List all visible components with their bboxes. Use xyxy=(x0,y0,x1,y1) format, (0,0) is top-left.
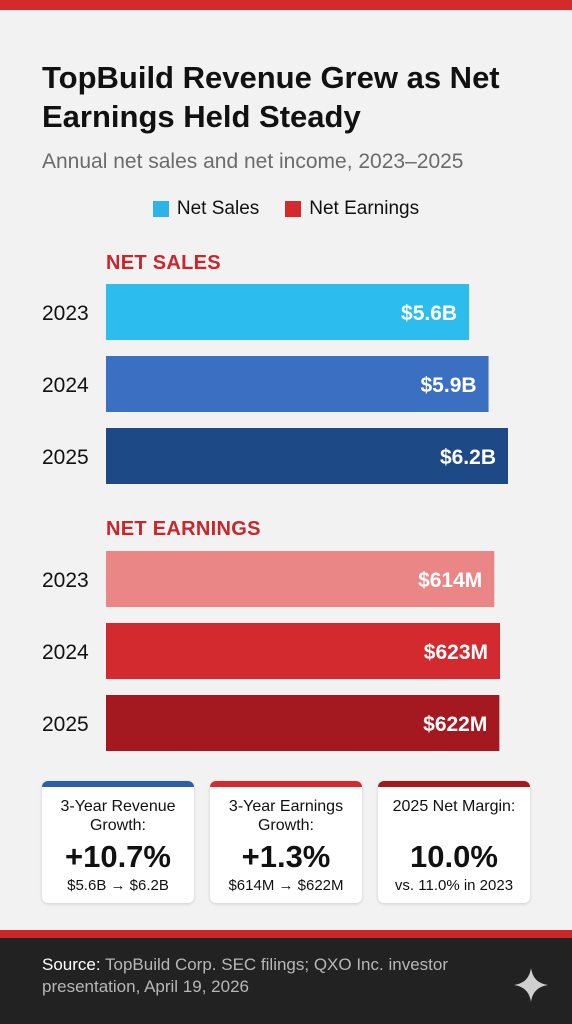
net-earnings-value-label-2024: $623M xyxy=(424,641,488,664)
revenue-growth-card-label: 3-Year Revenue Growth: xyxy=(60,798,176,834)
revenue-growth-card-accent xyxy=(42,781,194,787)
earnings-growth-card-accent xyxy=(210,781,362,787)
earnings-growth-card-detail: $614M → $622M xyxy=(228,877,344,894)
net-earnings-section-title: NET EARNINGS xyxy=(106,518,261,540)
net-earnings-bar-2025 xyxy=(106,695,500,751)
revenue-growth-card: 3-Year Revenue Growth: +10.7% $5.6B → $6… xyxy=(42,781,194,903)
legend-swatch-net-earnings xyxy=(285,201,302,217)
net-sales-category-label-2025: 2025 xyxy=(42,446,89,469)
net-earnings-bar-2024 xyxy=(106,623,500,679)
earnings-growth-card-label: 3-Year Earnings Growth: xyxy=(228,798,344,834)
footer-accent-line xyxy=(0,930,572,938)
earnings-growth-card-value: +1.3% xyxy=(241,839,331,874)
footer: Source: TopBuild Corp. SEC filings; QXO … xyxy=(0,938,572,1024)
legend-label-net-earnings: Net Earnings xyxy=(309,198,420,219)
net-margin-card-detail: vs. 11.0% in 2023 xyxy=(394,877,514,894)
net-earnings-category-label-2023: 2023 xyxy=(42,569,89,592)
net-sales-value-label-2024: $5.9B xyxy=(421,374,477,397)
sparkle-icon xyxy=(514,968,548,1002)
net-sales-category-label-2023: 2023 xyxy=(42,302,89,325)
net-earnings-value-label-2023: $614M xyxy=(418,569,482,592)
legend: Net Sales Net Earnings xyxy=(0,198,572,220)
net-earnings-bar-2023 xyxy=(106,551,495,607)
net-margin-card-accent xyxy=(378,781,530,787)
net-earnings-category-label-2025: 2025 xyxy=(42,713,89,736)
page-subtitle: Annual net sales and net income, 2023–20… xyxy=(42,150,464,173)
net-sales-bar-2023 xyxy=(106,284,470,340)
net-sales-bar-2025 xyxy=(106,428,508,484)
net-margin-card-value: 10.0% xyxy=(410,839,498,874)
source-text: TopBuild Corp. SEC filings; QXO Inc. inv… xyxy=(42,955,448,996)
net-sales-category-label-2024: 2024 xyxy=(42,374,89,397)
net-sales-value-label-2025: $6.2B xyxy=(440,446,496,469)
net-margin-card-label: 2025 Net Margin: xyxy=(392,798,516,815)
net-sales-value-label-2023: $5.6B xyxy=(401,302,457,325)
earnings-growth-card: 3-Year Earnings Growth: +1.3% $614M → $6… xyxy=(210,781,362,903)
revenue-growth-card-detail: $5.6B → $6.2B xyxy=(67,877,169,894)
net-sales-section-title: NET SALES xyxy=(106,252,221,274)
legend-swatch-net-sales xyxy=(152,201,169,217)
legend-item-net-earnings: Net Earnings xyxy=(285,198,419,220)
net-earnings-category-label-2024: 2024 xyxy=(42,641,89,664)
net-sales-bar-2024 xyxy=(106,356,489,412)
revenue-growth-card-value: +10.7% xyxy=(64,839,171,874)
legend-label-net-sales: Net Sales xyxy=(176,198,260,219)
source-note: Source: TopBuild Corp. SEC filings; QXO … xyxy=(42,954,502,998)
top-accent-bar xyxy=(0,0,572,10)
net-earnings-value-label-2025: $622M xyxy=(423,713,487,736)
source-label: Source: xyxy=(42,955,101,974)
net-margin-card: 2025 Net Margin: 10.0% vs. 11.0% in 2023 xyxy=(378,781,530,903)
page-title: TopBuild Revenue Grew as Net Earnings He… xyxy=(42,60,500,134)
legend-item-net-sales: Net Sales xyxy=(152,198,260,220)
